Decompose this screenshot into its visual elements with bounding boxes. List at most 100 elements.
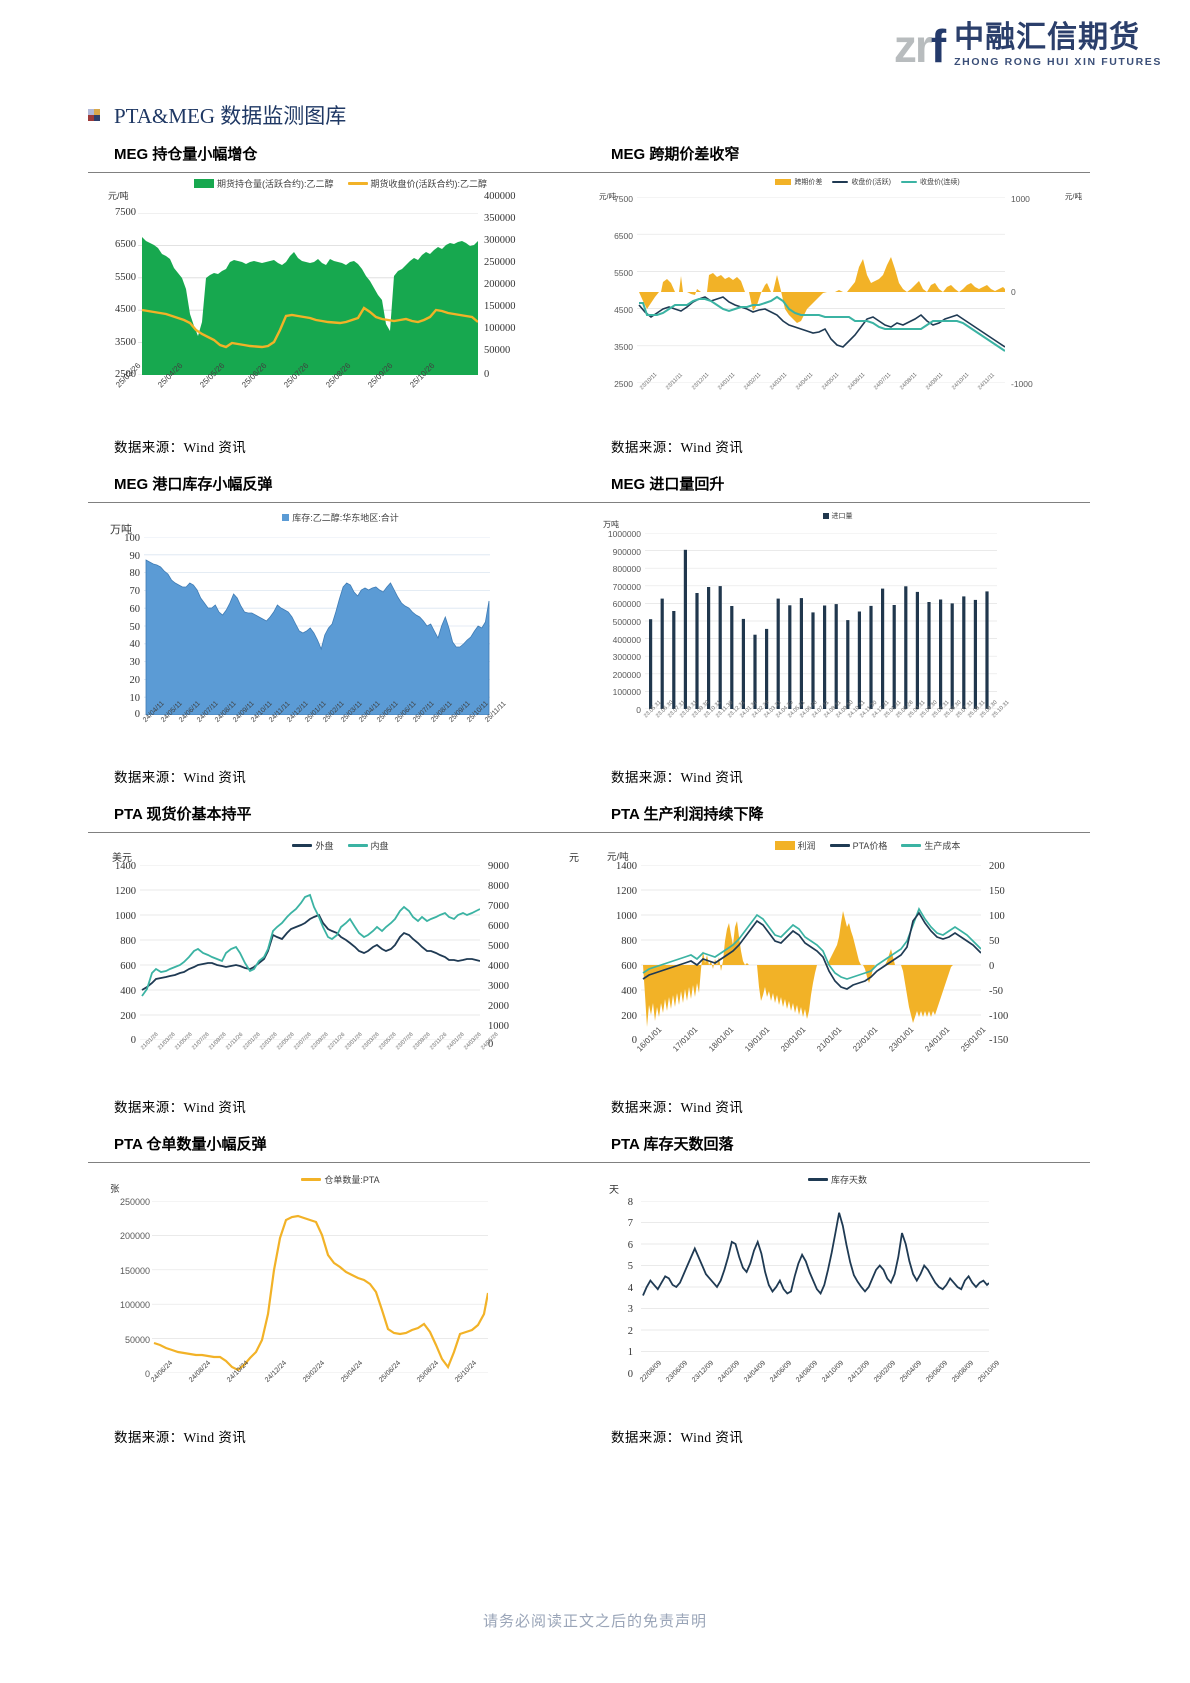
y-tick-left: 2500 — [614, 379, 633, 389]
y-tick-left: 400 — [621, 986, 637, 997]
panel-meg-import: MEG 进口量回升 进口量 万吨 — [585, 468, 1090, 798]
legend-label: 收盘价(活跃) — [851, 179, 891, 186]
y-tick-left: 0 — [636, 705, 641, 715]
plot-area-pta-warrant — [152, 1201, 488, 1373]
y-tick-left: 400 — [120, 986, 136, 997]
y-tick-left: 0 — [627, 1369, 633, 1380]
y-tick-left: 800 — [621, 936, 637, 947]
y-axis-unit-left: 天 — [609, 1185, 619, 1196]
legend-item: 生产成本 — [901, 839, 960, 852]
y-tick-right: 1000 — [1011, 194, 1030, 204]
y-tick-left: 5 — [627, 1261, 633, 1272]
legend-label: 跨期价差 — [794, 179, 823, 186]
y-tick-left: 4500 — [614, 305, 633, 315]
legend-label: 利润 — [797, 841, 816, 851]
y-tick-right: -100 — [989, 1011, 1009, 1022]
y-tick-right: 0 — [488, 1039, 494, 1050]
legend-label: 进口量 — [831, 513, 853, 520]
plot-area-meg-oi — [138, 213, 478, 375]
y-tick-left: 100000 — [119, 1300, 150, 1310]
legend-item: PTA价格 — [829, 839, 888, 852]
y-tick-left: 200000 — [612, 670, 641, 680]
legend-label: 库存天数 — [830, 1175, 867, 1185]
y-tick-left: 400000 — [612, 635, 641, 645]
chart-row-2: MEG 港口库存小幅反弹 库存:乙二醇:华东地区:合计 万吨 — [0, 468, 1190, 798]
y-axis-unit-left: 万吨 — [603, 520, 619, 529]
chart-svg-pta-spot — [140, 865, 480, 1040]
y-tick-left: 200 — [621, 1011, 637, 1022]
y-tick-left: 1200 — [616, 886, 637, 897]
legend-item: 收盘价(连续) — [901, 177, 960, 187]
plot-area-meg-spread — [637, 197, 1005, 383]
page-title: PTA&MEG 数据监测图库 — [88, 100, 346, 130]
y-tick-left: 1000000 — [607, 529, 641, 539]
y-tick-left: 250000 — [119, 1197, 150, 1207]
y-tick-left: 5500 — [614, 268, 633, 278]
panel-pta-stockdays: PTA 库存天数回落 库存天数 天 — [585, 1128, 1090, 1458]
legend-swatch-active — [832, 181, 849, 183]
chart-svg-meg-import — [645, 533, 997, 709]
y-axis-unit-left: 元/吨 — [607, 852, 629, 863]
y-tick-left: 90 — [129, 551, 141, 562]
y-tick-left: 40 — [129, 639, 141, 650]
y-tick-right: 8000 — [488, 881, 509, 892]
y-tick-left: 600 — [621, 961, 637, 972]
source-note-pta-stockdays: 数据来源：Wind 资讯 — [611, 1430, 744, 1445]
company-logo: zrf 中融汇信期货 ZHONG RONG HUI XIN FUTURES — [894, 22, 1162, 69]
y-tick-right: 300000 — [484, 235, 516, 246]
y-tick-left: 50000 — [124, 1335, 150, 1345]
y-tick-right: 100000 — [484, 323, 516, 334]
y-tick-right: 50000 — [484, 345, 511, 356]
legend-label: 外盘 — [315, 841, 334, 851]
legend-label: PTA价格 — [852, 841, 888, 851]
y-tick-right: 350000 — [484, 213, 516, 224]
y-tick-left: 10 — [129, 693, 141, 704]
y-tick-left: 1000 — [616, 911, 637, 922]
y-tick-right: 0 — [1011, 287, 1016, 297]
legend-label: 内盘 — [370, 841, 389, 851]
legend-item: 跨期价差 — [775, 177, 822, 187]
source-note-pta-profit: 数据来源：Wind 资讯 — [611, 1100, 744, 1115]
y-tick-right: 3000 — [488, 981, 509, 992]
panel-meg-port-stock: MEG 港口库存小幅反弹 库存:乙二醇:华东地区:合计 万吨 — [88, 468, 593, 798]
panel-title-pta-profit: PTA 生产利润持续下降 — [611, 806, 764, 823]
y-tick-left: 60 — [129, 604, 141, 615]
y-tick-right: -150 — [989, 1035, 1009, 1046]
y-tick-left: 4500 — [115, 304, 136, 315]
y-tick-left: 6500 — [614, 231, 633, 241]
y-tick-left: 0 — [144, 1369, 150, 1379]
page-footer: 请务必阅读正文之后的免责声明 — [482, 1614, 707, 1630]
legend-pta-warrant: 仓单数量:PTA — [88, 1173, 593, 1186]
legend-item: 进口量 — [822, 511, 853, 521]
chart-svg-meg-port-stock — [144, 537, 490, 715]
y-tick-left: 3500 — [115, 337, 136, 348]
legend-meg-port-stock: 库存:乙二醇:华东地区:合计 — [88, 511, 593, 524]
y-tick-left: 30 — [129, 657, 141, 668]
y-tick-left: 1200 — [115, 886, 136, 897]
chart-svg-pta-profit — [641, 865, 981, 1040]
plot-area-pta-stockdays — [641, 1201, 989, 1373]
y-tick-left: 2500 — [115, 369, 136, 380]
y-tick-left: 600000 — [612, 599, 641, 609]
chart-svg-meg-oi — [138, 213, 478, 375]
panel-meg-oi: MEG 持仓量小幅增仓 期货持仓量(活跃合约):乙二醇 期货收盘价(活跃合约):… — [88, 138, 593, 468]
source-note-meg-oi: 数据来源：Wind 资讯 — [114, 440, 247, 455]
y-axis-unit-left: 元/吨 — [108, 191, 129, 201]
legend-swatch-profit — [774, 841, 795, 850]
y-tick-right: 4000 — [488, 961, 509, 972]
y-tick-left: 7500 — [115, 207, 136, 218]
y-tick-left: 100 — [124, 533, 140, 544]
legend-swatch-pta-price — [829, 844, 850, 847]
y-tick-right: 200000 — [484, 279, 516, 290]
chart-row-3: PTA 现货价基本持平 外盘 内盘 美元 元 — [0, 798, 1190, 1128]
four-square-bullet-icon — [88, 109, 100, 121]
y-tick-right: 6000 — [488, 921, 509, 932]
legend-swatch-spread — [775, 179, 792, 185]
plot-area-meg-import — [645, 533, 997, 709]
logo-mark: zrf — [894, 23, 946, 69]
y-axis-unit-left: 万吨 — [110, 524, 132, 536]
panel-title-pta-spot: PTA 现货价基本持平 — [114, 806, 252, 823]
y-tick-left: 800 — [120, 936, 136, 947]
y-tick-left: 0 — [631, 1035, 637, 1046]
chart-meg-import: 进口量 万吨 — [585, 502, 1090, 758]
